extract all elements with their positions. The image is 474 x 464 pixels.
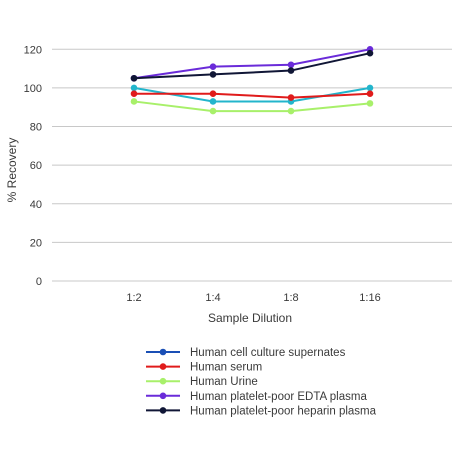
data-point [287, 61, 295, 69]
x-tick-label: 1:8 [283, 292, 298, 304]
data-point [366, 90, 374, 98]
legend-label: Human Urine [190, 376, 258, 388]
data-point [130, 98, 138, 105]
legend-label: Human serum [190, 362, 262, 374]
legend-item: Human platelet-poor heparin plasma [146, 405, 377, 417]
data-point [130, 84, 138, 92]
legend-item: Human serum [146, 362, 262, 374]
data-point [287, 94, 295, 101]
series [130, 46, 374, 115]
legend-marker [159, 377, 167, 385]
data-point [366, 84, 374, 92]
series-line [133, 100, 371, 113]
x-axis-ticks: 1:2 1:4 1:8 1:16 [126, 292, 380, 304]
y-axis-ticks: 0 20 40 60 80 100 120 [24, 44, 42, 288]
legend-item: Human platelet-poor EDTA plasma [146, 391, 367, 403]
data-point [130, 90, 138, 98]
data-point [287, 67, 295, 74]
data-point [366, 49, 374, 57]
series-line [133, 52, 371, 80]
y-axis-label: % Recovery [5, 138, 19, 203]
legend-item: Human Urine [146, 376, 258, 388]
data-point [209, 107, 217, 115]
y-tick-label: 120 [24, 44, 42, 56]
legend-marker [159, 348, 167, 356]
data-point [287, 107, 295, 115]
series-1 [130, 90, 374, 101]
y-tick-label: 0 [36, 276, 42, 288]
legend-marker [159, 392, 167, 400]
data-point [209, 90, 217, 98]
data-point [130, 74, 138, 82]
y-tick-label: 20 [30, 237, 42, 249]
legend-marker [159, 407, 167, 414]
series-2 [130, 98, 374, 115]
y-tick-label: 60 [30, 160, 42, 172]
grid [52, 48, 452, 282]
legend-marker [159, 363, 167, 370]
y-tick-label: 40 [30, 199, 42, 211]
legend: Human cell culture supernates Human serum… [146, 347, 377, 417]
legend-label: Human cell culture supernates [190, 347, 346, 359]
series-4 [130, 49, 374, 82]
x-tick-label: 1:4 [205, 292, 220, 304]
data-point [209, 98, 217, 105]
legend-item: Human cell culture supernates [146, 347, 346, 359]
legend-label: Human platelet-poor EDTA plasma [190, 391, 367, 403]
x-tick-label: 1:16 [359, 292, 380, 304]
series-line [134, 92, 371, 99]
data-point [209, 71, 217, 78]
legend-label: Human platelet-poor heparin plasma [190, 405, 377, 417]
series-line [133, 48, 371, 80]
data-point [366, 100, 374, 107]
x-axis-label: Sample Dilution [208, 311, 292, 325]
x-tick-label: 1:2 [126, 292, 141, 304]
y-tick-label: 100 [24, 83, 42, 95]
y-tick-label: 80 [30, 122, 42, 134]
data-point [209, 63, 217, 70]
